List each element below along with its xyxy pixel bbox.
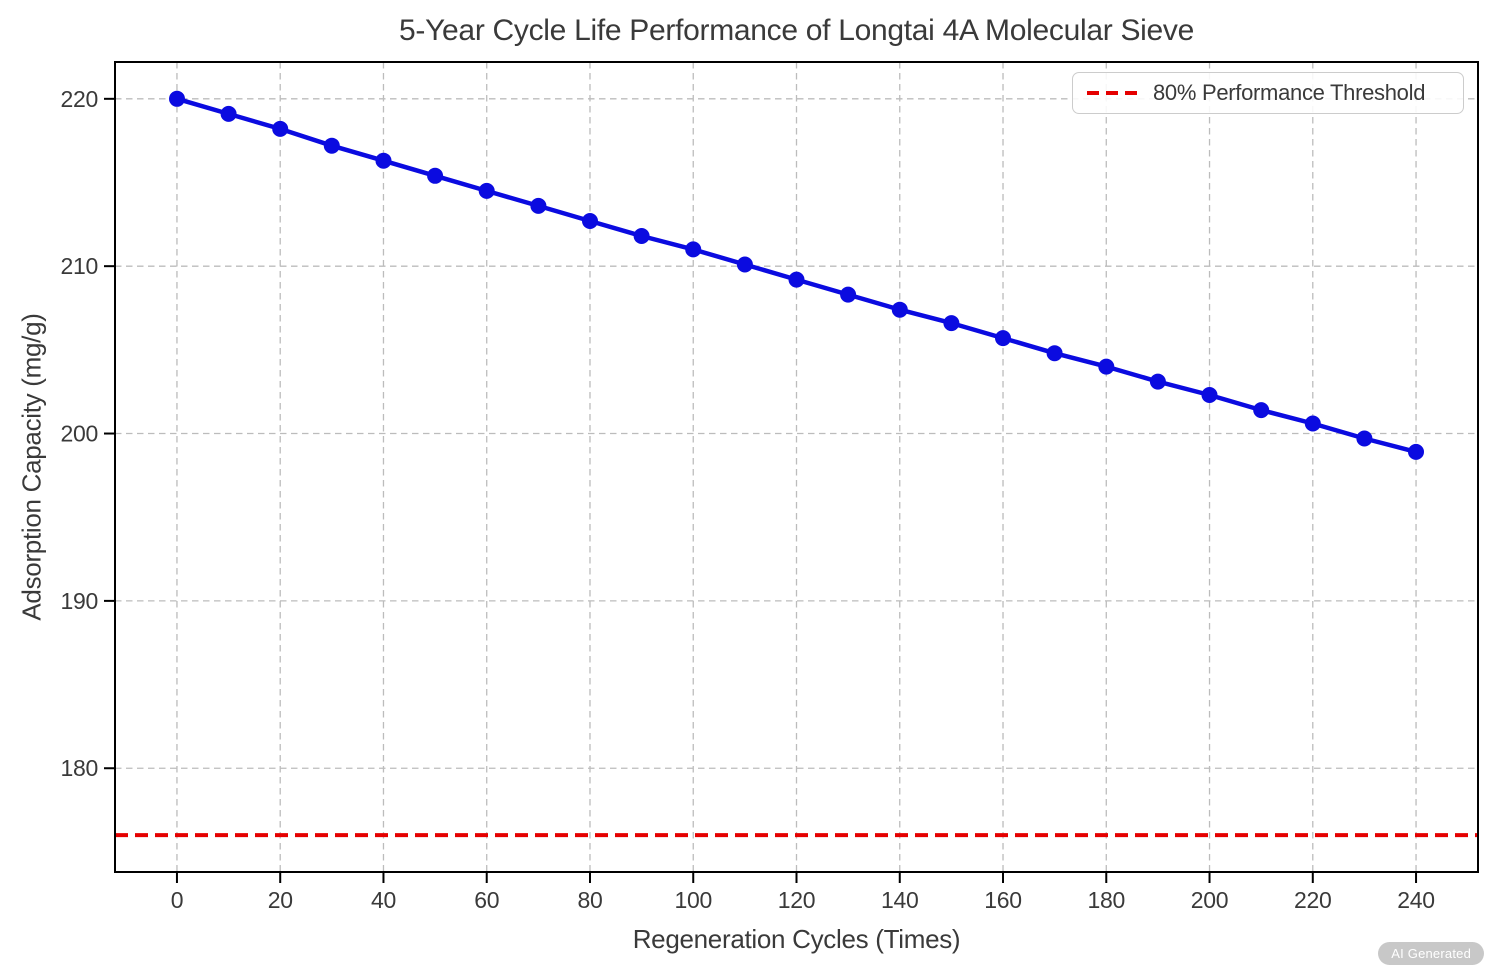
- x-tick-label: 0: [171, 887, 184, 913]
- legend-label: 80% Performance Threshold: [1153, 80, 1426, 105]
- data-point-marker: [1201, 387, 1218, 403]
- x-tick-label: 200: [1191, 887, 1228, 913]
- data-point-marker: [685, 241, 702, 258]
- data-point-marker: [530, 197, 547, 214]
- threshold-dash-icon: [1087, 91, 1137, 95]
- data-point-marker: [1149, 373, 1166, 390]
- y-tick-label: 180: [61, 755, 98, 781]
- ai-generated-badge: AI Generated: [1378, 942, 1484, 965]
- data-point-marker: [1356, 430, 1373, 447]
- x-tick-label: 160: [984, 887, 1021, 913]
- data-point-marker: [478, 182, 495, 199]
- data-point-marker: [323, 137, 340, 154]
- x-tick-label: 180: [1088, 887, 1125, 913]
- chart-title: 5-Year Cycle Life Performance of Longtai…: [399, 14, 1194, 47]
- axes-layer: 0 20 40 60 80 100 120 140 160 180 200 220 240 180 190 2…: [61, 61, 1479, 913]
- grid-layer: [115, 62, 1478, 872]
- y-tick-label: 190: [61, 588, 98, 614]
- data-point-marker: [736, 256, 753, 273]
- x-tick-label: 140: [881, 887, 918, 913]
- data-point-marker: [272, 120, 289, 137]
- data-point-marker: [427, 167, 444, 184]
- x-tick-label: 80: [577, 887, 602, 913]
- legend: 80% Performance Threshold: [1072, 72, 1464, 114]
- data-point-marker: [1408, 443, 1424, 460]
- data-layer: [115, 90, 1478, 838]
- y-axis-label: Adsorption Capacity (mg/g): [16, 313, 47, 621]
- data-point-marker: [995, 330, 1011, 347]
- data-point-marker: [1304, 415, 1321, 432]
- data-point-marker: [633, 228, 650, 244]
- data-point-marker: [1046, 345, 1063, 362]
- data-point-marker: [840, 286, 857, 303]
- data-point-marker: [375, 152, 392, 169]
- data-point-marker: [943, 315, 960, 332]
- data-point-marker: [891, 301, 908, 318]
- x-tick-label: 120: [778, 887, 815, 913]
- x-tick-label: 40: [371, 887, 396, 913]
- y-tick-label: 200: [61, 421, 98, 447]
- data-point-marker: [1253, 402, 1270, 419]
- y-tick-label: 210: [61, 253, 98, 279]
- data-point-marker: [220, 105, 237, 122]
- data-point-marker: [1098, 358, 1115, 375]
- x-tick-label: 20: [268, 887, 293, 913]
- y-tick-label: 220: [61, 86, 98, 112]
- x-tick-label: 220: [1294, 887, 1331, 913]
- x-tick-label: 100: [675, 887, 712, 913]
- x-axis-label: Regeneration Cycles (Times): [632, 924, 961, 954]
- x-tick-label: 60: [474, 887, 499, 913]
- x-tick-label: 240: [1397, 887, 1434, 913]
- data-point-marker: [169, 90, 185, 107]
- data-point-marker: [582, 213, 598, 229]
- data-point-marker: [788, 271, 805, 288]
